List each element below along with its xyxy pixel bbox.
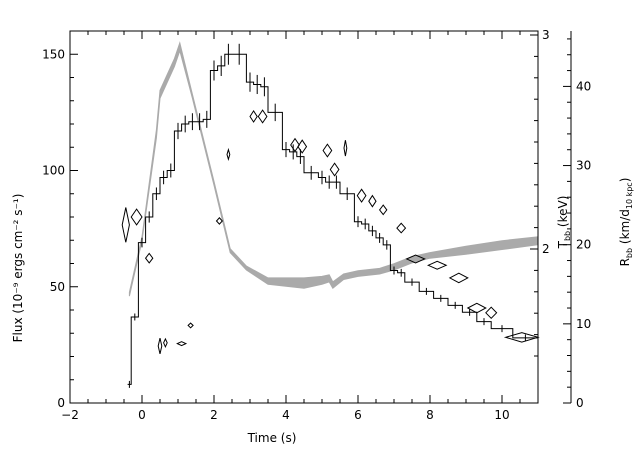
radius-diamond	[144, 252, 154, 264]
radius-diamond	[368, 194, 377, 208]
y-kt-axis-label: Tbb (keV)	[556, 196, 572, 250]
r-label-mid: (km/d	[618, 209, 632, 248]
r-label-sub: bb	[625, 248, 634, 258]
radius-diamond	[485, 306, 498, 320]
radius-diamond	[187, 322, 194, 329]
radius-diamond	[343, 140, 348, 157]
kt-label-main: T	[556, 240, 570, 249]
r-tick-label: 40	[576, 79, 591, 93]
r-label-sub2: 10 kpc	[625, 182, 634, 209]
radius-diamond	[157, 337, 163, 355]
y-r-axis-label: Rbb (km/d10 kpc)	[618, 178, 634, 267]
x-tick-label: 8	[426, 408, 434, 422]
y-left-tick-label: 50	[50, 280, 65, 294]
kt-tick-label: 3	[542, 28, 550, 42]
radius-diamond	[163, 337, 168, 349]
radius-diamond	[322, 143, 333, 158]
r-label-end: )	[618, 178, 632, 183]
radius-diamond	[297, 139, 308, 154]
radius-diamond	[356, 188, 367, 203]
radius-diamond	[257, 109, 268, 124]
r-tick-label: 10	[576, 317, 591, 331]
r-tick-label: 30	[576, 159, 591, 173]
y-left-tick-label: 0	[57, 396, 65, 410]
radius-diamond	[130, 208, 143, 226]
x-axis-label: Time (s)	[247, 431, 297, 445]
radius-diamond	[378, 204, 388, 216]
radius-diamond	[215, 217, 223, 225]
radius-diamond	[226, 147, 231, 161]
kt-tick-label: 2	[542, 242, 550, 256]
y-left-tick-label: 100	[42, 164, 65, 178]
x-tick-label: 2	[210, 408, 218, 422]
radius-diamond	[405, 254, 426, 264]
radius-diamond-layer	[121, 109, 540, 355]
x-tick-label: −2	[61, 408, 79, 422]
radius-diamond	[426, 260, 448, 270]
x-tick-label: 6	[354, 408, 362, 422]
x-tick-label: 0	[138, 408, 146, 422]
radius-diamond	[396, 222, 407, 234]
radius-diamond	[176, 341, 188, 347]
flux-step-line	[127, 53, 538, 385]
radius-diamond	[448, 272, 469, 284]
r-tick-label: 0	[576, 396, 584, 410]
y-left-axis-label: Flux (10⁻⁹ ergs cm⁻² s⁻¹)	[11, 194, 25, 343]
y-left-tick-label: 150	[42, 47, 65, 61]
x-tick-label: 10	[494, 408, 509, 422]
radius-diamond	[329, 162, 340, 177]
r-label-main: R	[618, 258, 632, 266]
radius-diamond	[121, 207, 130, 243]
kt-label-sub: bb	[563, 231, 572, 241]
radius-diamond	[249, 109, 258, 123]
radius-diamond	[466, 302, 487, 314]
r-tick-label: 20	[576, 238, 591, 252]
x-tick-label: 4	[282, 408, 290, 422]
kt-label-unit: (keV)	[556, 196, 570, 231]
flux-step-layer	[127, 43, 538, 388]
